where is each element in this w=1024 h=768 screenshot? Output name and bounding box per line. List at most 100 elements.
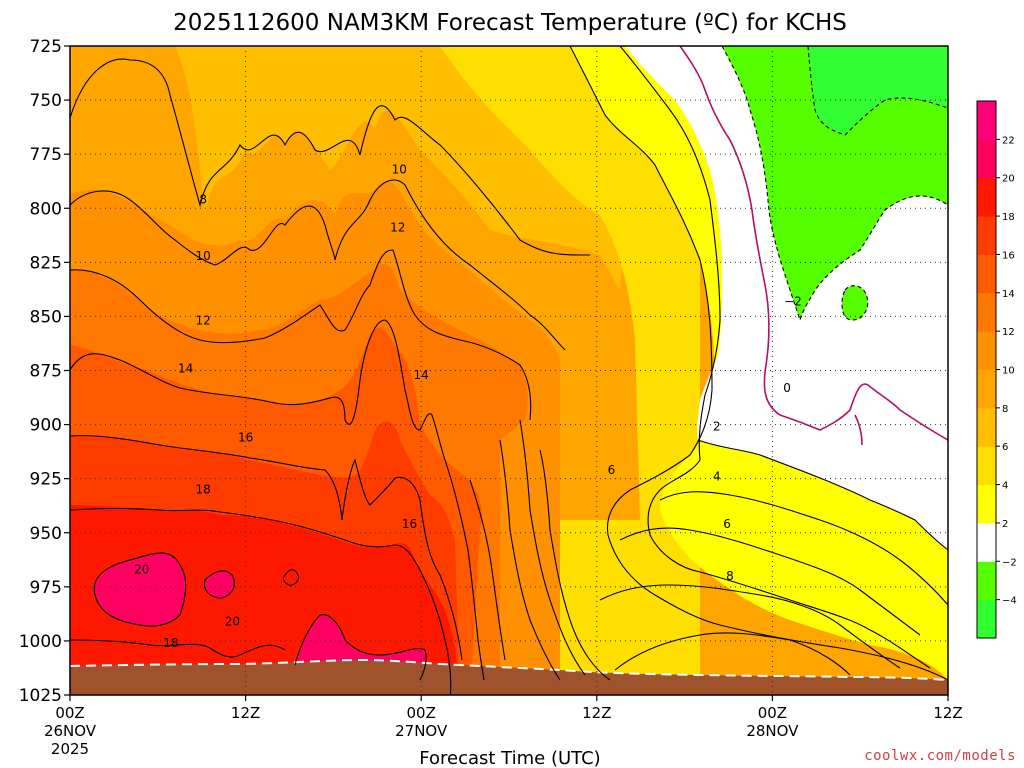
colorbar-label: 4 xyxy=(1002,481,1008,492)
colorbar-swatch xyxy=(977,216,996,255)
contour-label: 10 xyxy=(392,162,407,176)
colorbar-swatch xyxy=(977,139,996,179)
contour-18-lower xyxy=(70,639,286,658)
contour-8 xyxy=(70,58,591,256)
x-tick-date: 26NOV xyxy=(44,722,97,740)
colorbar-label: 20 xyxy=(1002,174,1015,185)
x-tick-date: 28NOV xyxy=(746,722,799,740)
contour-8-b xyxy=(599,584,901,669)
colorbar-swatch xyxy=(977,599,996,639)
contour-20-b xyxy=(203,570,235,599)
contour-label: 14 xyxy=(414,368,429,382)
contour-6-lower xyxy=(539,449,611,681)
y-tick-label: 875 xyxy=(30,362,62,382)
colorbar-label: 6 xyxy=(1002,442,1008,453)
contour-label: 0 xyxy=(783,381,791,395)
contour-10-b xyxy=(614,632,851,676)
credit-text: coolwx.com/models xyxy=(864,748,1016,764)
x-tick-label: 12Z xyxy=(231,704,260,722)
colorbar-swatch xyxy=(977,101,996,140)
y-tick-label: 1025 xyxy=(19,686,62,706)
colorbar: −4 −2 2 4 6 8 10 12 14 16 18 20 22 xyxy=(976,100,1017,639)
colorbar-label: 8 xyxy=(1002,404,1008,415)
x-tick-label: 00Z xyxy=(55,704,84,722)
contour-12 xyxy=(70,249,532,421)
fill-band-22plus-a xyxy=(94,553,186,627)
contour-4-b xyxy=(659,491,948,606)
contour-16 xyxy=(70,435,463,661)
fill-band-6-8 xyxy=(440,46,700,690)
contour-14-lower xyxy=(444,459,485,681)
contour-label: −2 xyxy=(784,294,802,308)
y-tick-label: 750 xyxy=(30,91,62,111)
contour-label: 20 xyxy=(134,563,149,577)
colorbar-swatch xyxy=(977,407,996,447)
contour-minus4 xyxy=(807,46,948,136)
contour-4 xyxy=(619,46,931,669)
contour-10-lower xyxy=(499,439,561,681)
x-tick-year: 2025 xyxy=(51,740,89,758)
y-tick-label: 850 xyxy=(30,307,62,327)
y-tick-label: 900 xyxy=(30,416,62,436)
contour-14 xyxy=(70,319,446,461)
colorbar-swatch xyxy=(977,522,996,562)
contour-label: 8 xyxy=(726,569,734,583)
contour-label: 18 xyxy=(163,636,178,650)
contour-2 xyxy=(697,439,948,551)
x-tick-label: 00Z xyxy=(407,704,436,722)
contour-label: 20 xyxy=(225,614,240,628)
colorbar-label: 16 xyxy=(1002,250,1015,261)
colorbar-swatch xyxy=(977,292,996,332)
y-tick-label: 725 xyxy=(30,37,62,57)
fill-band-minus4-minus2 xyxy=(722,46,948,320)
x-axis-label: Forecast Time (UTC) xyxy=(419,748,600,768)
fill-band-20-22 xyxy=(70,505,457,695)
colorbar-swatch xyxy=(977,561,996,601)
y-tick-label: 975 xyxy=(30,578,62,598)
contour-12-lower xyxy=(469,479,506,661)
colorbar-swatch xyxy=(977,369,996,409)
y-tick-label: 825 xyxy=(30,253,62,273)
colorbar-swatch xyxy=(977,331,996,370)
ground-below-surface xyxy=(70,660,948,695)
y-axis: 725 750 775 800 825 850 875 900 925 950 975 1000 102… xyxy=(19,37,70,706)
colorbar-label: −4 xyxy=(1002,596,1017,607)
colorbar-label: 14 xyxy=(1002,289,1015,300)
fill-band-below-minus4 xyxy=(808,46,948,135)
contour-20-d xyxy=(294,614,427,681)
y-tick-label: 775 xyxy=(30,145,62,165)
contour-6-left xyxy=(569,46,948,681)
contour-label: 16 xyxy=(402,517,417,531)
contour-label: 4 xyxy=(713,470,721,484)
ground-edge xyxy=(70,658,948,681)
fill-band-minus4-minus2-b xyxy=(841,285,868,320)
colorbar-label: 2 xyxy=(1002,519,1008,530)
colorbar-label: 10 xyxy=(1002,366,1015,377)
contour-label: 6 xyxy=(608,463,616,477)
plot-area: 8 10 10 12 12 14 14 16 16 18 20 20 18 6 2 4 6 8 0 −2 xyxy=(69,45,949,696)
contour-labels: 8 10 10 12 12 14 14 16 16 18 20 20 18 6 2 4 6 8 0 −2 xyxy=(134,162,802,650)
contour-label: 18 xyxy=(196,482,211,496)
x-tick-date: 27NOV xyxy=(395,722,448,740)
contour-minus2-b xyxy=(841,285,869,321)
contour-6-b xyxy=(619,527,921,636)
colorbar-label: −2 xyxy=(1002,557,1017,568)
grid-lines xyxy=(70,46,948,695)
x-tick-label: 12Z xyxy=(933,704,962,722)
y-tick-label: 800 xyxy=(30,199,62,219)
colorbar-swatch xyxy=(977,484,996,524)
contour-label: 12 xyxy=(390,221,405,235)
contour-0-freezing xyxy=(679,46,948,441)
colorbar-swatch xyxy=(977,254,996,294)
y-tick-label: 1000 xyxy=(19,632,62,652)
contour-label: 8 xyxy=(199,193,207,207)
y-tick-label: 950 xyxy=(30,524,62,544)
fill-band-22plus-b xyxy=(204,570,235,598)
contour-0-freezing-b xyxy=(854,414,863,446)
contour-10 xyxy=(70,179,566,351)
colorbar-swatch xyxy=(977,446,996,486)
contour-minus2 xyxy=(721,46,948,322)
contour-18 xyxy=(70,507,452,695)
